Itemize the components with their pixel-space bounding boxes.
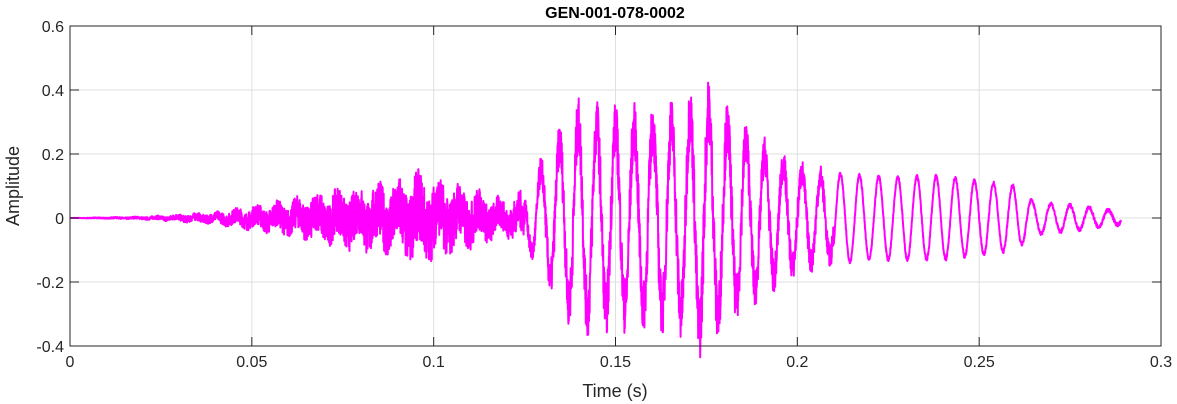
x-axis-label: Time (s): [582, 381, 647, 401]
y-tick-label: 0.2: [42, 147, 64, 164]
y-tick-label: 0.6: [42, 19, 64, 36]
y-axis-label: Amplitude: [3, 146, 23, 226]
y-tick-label: 0: [55, 211, 64, 228]
tick-marks: [69, 25, 1162, 347]
y-tick-label: -0.2: [36, 275, 64, 292]
x-tick-label: 0.25: [964, 354, 995, 371]
waveform-series-line: [69, 81, 1122, 359]
y-tick-labels: -0.4 -0.2 0 0.2 0.4 0.6: [36, 19, 64, 356]
x-tick-label: 0.2: [786, 354, 808, 371]
chart-title: GEN-001-078-0002: [545, 5, 685, 22]
x-tick-label: 0.15: [600, 354, 631, 371]
x-tick-label: 0.3: [1150, 354, 1172, 371]
x-tick-label: 0.1: [423, 354, 445, 371]
x-tick-label: 0: [66, 354, 75, 371]
y-tick-label: -0.4: [36, 339, 64, 356]
x-tick-labels: 0 0.05 0.1 0.15 0.2 0.25 0.3: [66, 354, 1173, 371]
x-tick-label: 0.05: [236, 354, 267, 371]
plot-area: [69, 81, 1122, 359]
y-tick-label: 0.4: [42, 83, 64, 100]
